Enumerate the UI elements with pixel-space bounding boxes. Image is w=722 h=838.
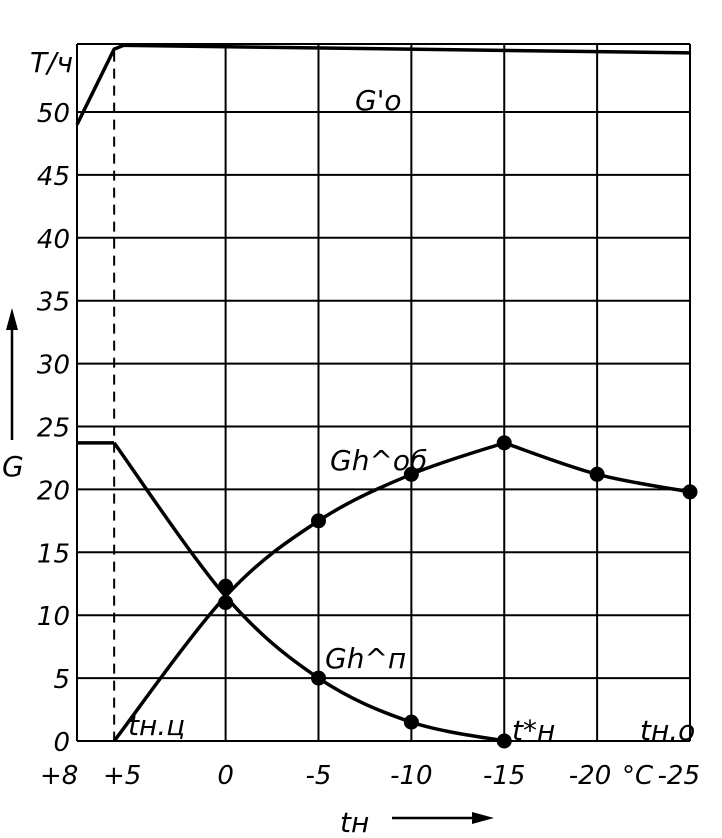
y-unit-label: Т/ч [30,46,73,79]
marker-series2-3 [496,733,512,749]
marker-series1-3 [496,435,512,451]
x-tick-label-2: 0 [217,761,234,791]
series-markers [218,435,698,749]
y-tick-label-10: 50 [37,99,70,129]
y-tick-label-6: 30 [37,351,70,381]
marker-series2-1 [310,670,326,686]
marker-series1-4 [589,466,605,482]
y-tick-label-1: 5 [53,665,70,695]
x-tick-label-5: -15 [483,761,525,791]
y-tick-label-0: 0 [53,728,70,758]
x-tick-label-4: -10 [390,761,432,791]
y-axis-label: G [2,450,24,483]
annotation-t-no: tн.о [640,714,695,747]
x-axis-arrow [392,812,494,824]
marker-series1-2 [403,466,419,482]
y-tick-label-11: 60 [37,0,70,3]
y-tick-label-5: 25 [37,414,70,444]
y-tick-label-9: 45 [37,162,70,192]
series-label-Gp: Gh^п [325,642,406,675]
annotation-t-star: t*н [512,714,555,747]
x-tick-label-7: -25 [658,761,700,791]
series-label-G0: G'o [355,84,402,117]
marker-series2-2 [403,714,419,730]
grid [76,43,691,742]
marker-series2-0 [218,595,234,611]
series-line-Gob-rise [112,441,505,743]
y-tick-labels: 0 5 10 15 20 25 30 35 40 45 50 60 [37,0,70,758]
marker-series1-1 [310,513,326,529]
y-tick-label-7: 35 [37,288,70,318]
x-unit-label: °C [622,761,654,791]
y-tick-label-2: 10 [37,602,70,632]
marker-series1-5 [682,484,698,500]
x-tick-label-3: -5 [306,761,332,791]
x-tick-labels: +8 +5 0 -5 -10 -15 -20 -25 [40,761,700,791]
x-axis-label: tн [340,806,369,838]
series-line-Gp-decay [112,441,505,743]
annotation-t-nc: tн.ц [128,709,185,742]
x-tick-label-0: +8 [40,761,78,791]
y-tick-label-3: 15 [37,539,70,569]
marker-series1-0 [218,578,234,594]
x-tick-label-6: -20 [569,761,611,791]
series-line-G0 [75,43,691,126]
series-label-Gob: Gh^об [330,444,427,477]
y-axis-arrow [6,308,18,440]
x-tick-label-1: +5 [103,761,141,791]
y-tick-label-8: 40 [37,225,70,255]
y-tick-label-4: 20 [37,476,70,506]
